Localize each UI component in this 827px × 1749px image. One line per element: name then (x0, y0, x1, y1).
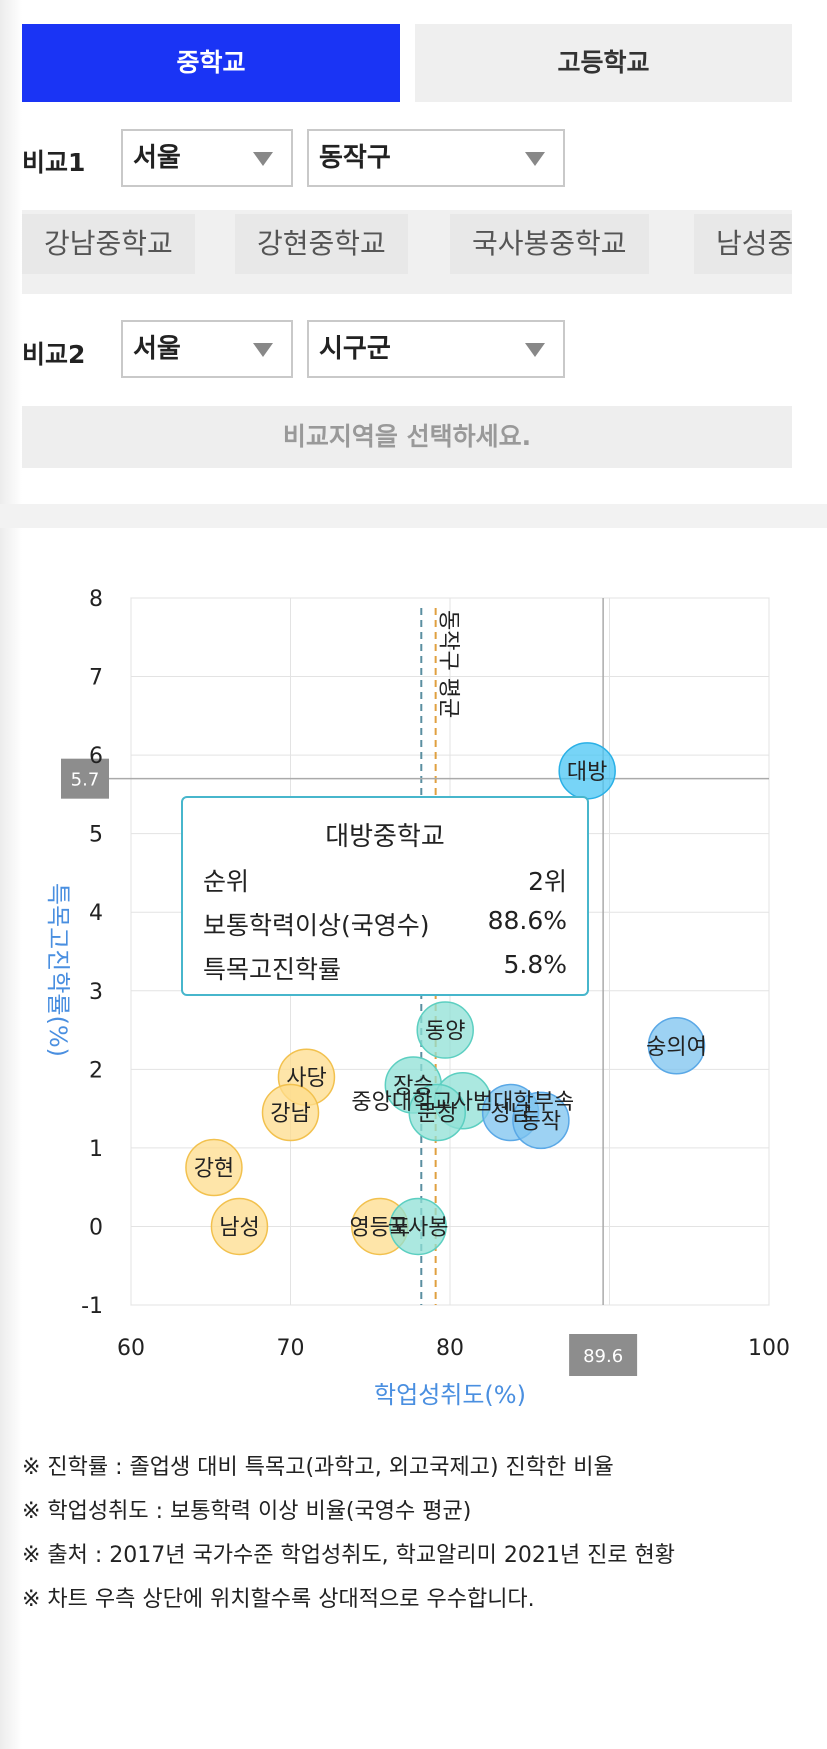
left-edge-shade (0, 0, 22, 1749)
school-chip[interactable]: 강남중학교 (22, 214, 195, 274)
y-tick-label: 1 (89, 1137, 103, 1162)
school-level-tabs: 중학교 고등학교 (22, 24, 792, 102)
x-tick-label: 70 (277, 1336, 305, 1361)
data-point-label: 성남 (490, 1102, 530, 1127)
y-tick-label: 2 (89, 1058, 103, 1083)
tooltip-value: 5.8% (503, 950, 567, 979)
compare2-district-value: 시구군 (319, 334, 391, 364)
data-point (210, 1197, 269, 1256)
tooltip-title: 대방중학교 (325, 822, 445, 852)
axis-ticks: -1 0 1 2 3 4 5 6 7 8 60 70 80 100 (81, 587, 790, 1361)
tooltip-value: 88.6% (487, 906, 567, 935)
compare1-region-select[interactable]: 서울 (121, 129, 293, 187)
crosshair-y-badge (61, 758, 109, 799)
data-point (408, 1083, 466, 1142)
section-divider (0, 504, 827, 528)
point-tooltip: 대방중학교 순위 2위 보통학력이상(국영수) 88.6% 특목고진학률 5.8… (181, 796, 589, 996)
compare2-district-select[interactable]: 시구군 (307, 320, 565, 378)
crosshair-y-label: 5.7 (71, 770, 100, 791)
data-point-label: 중앙대학교사범대학부속 (351, 1090, 574, 1115)
data-point-label: 국사봉 (388, 1215, 449, 1240)
tooltip-row-achievement: 보통학력이상(국영수) 88.6% (203, 906, 567, 942)
chevron-down-icon (253, 152, 273, 166)
y-tick-label: 3 (89, 980, 103, 1005)
compare1-district-select[interactable]: 동작구 (307, 129, 565, 187)
data-point-label: 영등포 (349, 1215, 410, 1240)
chevron-down-icon (253, 343, 273, 357)
x-tick-label: 80 (436, 1336, 464, 1361)
y-tick-label: 8 (89, 587, 103, 612)
data-point (185, 1138, 243, 1197)
tooltip-label: 순위 (203, 867, 250, 896)
footnote: ※ 학업성취도 : 보통학력 이상 비율(국영수 평균) (22, 1499, 472, 1524)
y-tick-label: 0 (89, 1215, 103, 1240)
tooltip-label: 보통학력이상(국영수) (203, 911, 430, 940)
x-tick-label: 60 (117, 1336, 145, 1361)
school-chip[interactable]: 남성중 (694, 214, 792, 274)
footnote: ※ 차트 우측 상단에 위치할수록 상대적으로 우수합니다. (22, 1587, 535, 1612)
school-chip[interactable]: 강현중학교 (235, 214, 408, 274)
tooltip-value: 2위 (528, 867, 567, 896)
y-tick-label: 4 (89, 901, 103, 926)
chevron-down-icon (525, 343, 545, 357)
data-point (261, 1083, 320, 1142)
data-point-label: 장승 (393, 1074, 433, 1099)
average-line-label: 동작구 평균 (435, 610, 460, 718)
x-tick-label: 100 (748, 1336, 790, 1361)
compare2-placeholder[interactable]: 비교지역을 선택하세요. (22, 406, 792, 468)
tooltip-row-rank: 순위 2위 (203, 862, 567, 898)
x-axis-title: 학업성취도(%) (374, 1381, 526, 1409)
compare2-label: 비교2 (22, 340, 86, 369)
tooltip-label: 특목고진학률 (203, 955, 342, 984)
footnote: ※ 출처 : 2017년 국가수준 학업성취도, 학교알리미 2021년 진로 … (22, 1543, 676, 1568)
y-tick-label: 5 (89, 823, 103, 848)
school-chip-strip[interactable]: 강남중학교 강현중학교 국사봉중학교 남성중 (22, 210, 792, 294)
compare1-district-value: 동작구 (319, 143, 391, 173)
data-point (389, 1197, 447, 1256)
compare2-region-value: 서울 (133, 334, 181, 364)
data-point (416, 1001, 474, 1059)
data-point-label: 문창 (417, 1102, 457, 1127)
data-point-label: 사당 (286, 1066, 326, 1091)
data-point-label: 대방 (567, 760, 607, 785)
compare1-region-value: 서울 (133, 143, 181, 173)
crosshair: 5.7 89.6 (61, 598, 769, 1376)
compare1-label: 비교1 (22, 148, 86, 177)
tab-high-school[interactable]: 고등학교 (415, 24, 792, 102)
footnote: ※ 진학률 : 졸업생 대비 특목고(과학고, 외고국제고) 진학한 비율 (22, 1455, 614, 1480)
data-point (647, 1017, 706, 1075)
chevron-down-icon (525, 152, 545, 166)
data-point-label: 동양 (425, 1019, 465, 1044)
school-chip[interactable]: 국사봉중학교 (450, 214, 649, 274)
data-point-label: 강현 (194, 1157, 234, 1182)
y-axis-title: 특목고진학률(%) (44, 883, 72, 1057)
data-point (512, 1091, 570, 1150)
data-point-label: 강남 (270, 1102, 310, 1127)
chart-points (185, 742, 706, 1256)
compare2-region-select[interactable]: 서울 (121, 320, 293, 378)
crosshair-x-badge (569, 1334, 638, 1376)
y-tick-label: 6 (89, 744, 103, 769)
tooltip-row-rate: 특목고진학률 5.8% (203, 950, 567, 986)
chart-grid (130, 597, 770, 1306)
y-tick-label: -1 (81, 1294, 103, 1319)
crosshair-x-label: 89.6 (583, 1346, 623, 1367)
y-tick-label: 7 (89, 666, 103, 691)
data-point-label: 동작 (521, 1109, 561, 1134)
tab-middle-school[interactable]: 중학교 (22, 24, 400, 102)
data-point-label: 숭의여 (646, 1035, 707, 1060)
footnotes: ※ 진학률 : 졸업생 대비 특목고(과학고, 외고국제고) 진학한 비율 ※ … (22, 1446, 802, 1622)
data-point-label: 남성 (219, 1215, 259, 1240)
